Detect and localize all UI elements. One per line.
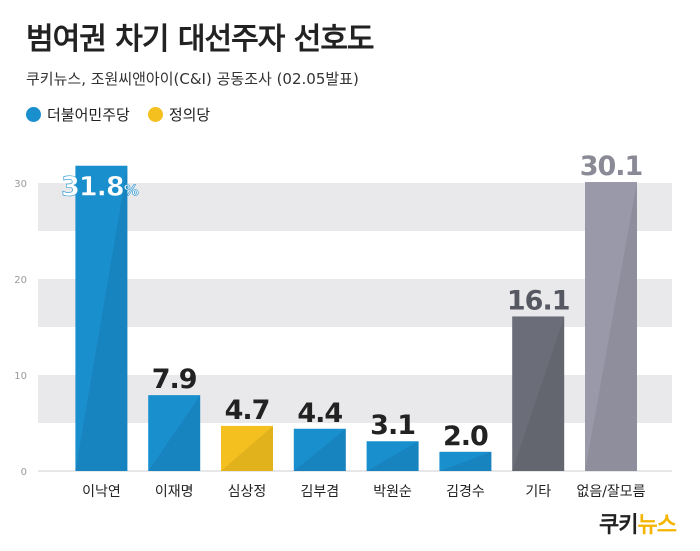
legend-item-democratic: 더불어민주당 (26, 104, 130, 125)
grid-band-0 (38, 375, 672, 423)
bar-5 (439, 451, 492, 471)
x-tick-label-7: 없음/잘모름 (576, 484, 645, 500)
data-label-6: 16.1 (507, 285, 570, 316)
bar-shade-7 (585, 182, 637, 472)
bar-7 (585, 182, 637, 472)
x-tick-label-0: 이낙연 (82, 484, 121, 500)
x-tick-label-1: 이재명 (155, 484, 194, 500)
bar-1 (148, 395, 201, 471)
logo-part1: 쿠키 (599, 513, 638, 538)
legend-swatch-justice (147, 107, 163, 122)
legend-label-justice: 정의당 (168, 106, 211, 124)
bar-4 (366, 441, 419, 471)
bar-2 (221, 425, 273, 471)
x-tick-label-4: 박원순 (373, 484, 412, 500)
legend-label-democratic: 더불어민주당 (47, 106, 130, 124)
data-label-0: 31.8% (61, 172, 139, 203)
bar-shade-6 (512, 316, 565, 471)
bar-shade-5 (439, 451, 492, 471)
bar-0 (75, 165, 128, 471)
legend-item-justice: 정의당 (147, 104, 211, 125)
chart-subtitle: 쿠키뉴스, 조원씨앤아이(C&I) 공동조사 (02.05발표) (26, 70, 359, 88)
chart-title: 범여권 차기 대선주자 선호도 (26, 22, 375, 57)
x-tick-label-6: 기타 (525, 484, 551, 500)
bar-shade-0 (75, 165, 128, 471)
bar-shade-1 (148, 395, 201, 471)
bar-3 (293, 428, 346, 471)
legend: 더불어민주당 정의당 (26, 104, 210, 125)
x-tick-label-5: 김경수 (446, 484, 485, 500)
grid-band-1 (38, 279, 672, 327)
bar-shade-4 (366, 441, 419, 471)
bar-shade-2 (221, 425, 273, 471)
bar-6 (512, 316, 565, 471)
data-label-1: 7.9 (152, 364, 197, 395)
y-tick-label-0: 0 (21, 467, 27, 478)
grid-band-2 (38, 183, 672, 231)
data-label-0-suffix: % (124, 182, 139, 200)
legend-swatch-democratic (26, 107, 41, 122)
y-tick-label-30: 30 (14, 179, 27, 190)
data-label-5: 2.0 (443, 421, 488, 452)
y-tick-label-20: 20 (14, 275, 27, 286)
data-label-4: 3.1 (370, 410, 415, 441)
data-label-7: 30.1 (580, 151, 643, 182)
data-label-3: 4.4 (297, 398, 342, 429)
bar-shade-3 (293, 428, 346, 471)
logo: 쿠키뉴스 (599, 507, 677, 539)
x-tick-label-3: 김부겸 (300, 484, 339, 500)
x-tick-label-2: 심상정 (228, 484, 267, 500)
data-label-2: 4.7 (225, 395, 270, 426)
logo-part2: 뉴스 (637, 513, 677, 538)
y-tick-label-10: 10 (14, 371, 27, 382)
